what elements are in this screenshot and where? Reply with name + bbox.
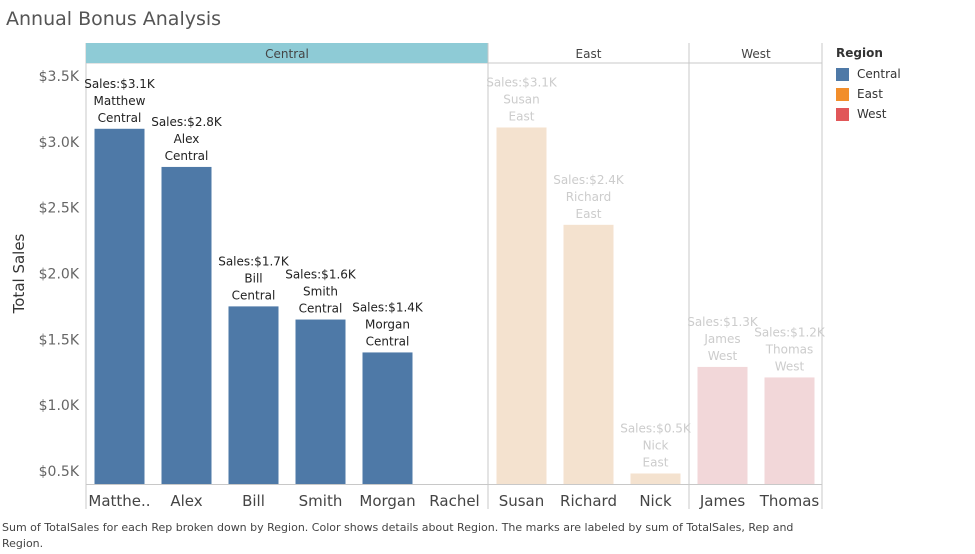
y-tick-label: $2.5K (39, 201, 80, 217)
bar-nick (630, 473, 681, 484)
legend-item-central[interactable]: Central (836, 64, 901, 84)
legend-item-east[interactable]: East (836, 84, 901, 104)
x-tick-label: Alex (170, 492, 202, 510)
bar-james (697, 366, 748, 484)
bar-thomas (764, 377, 815, 484)
panel-header-label-east: East (576, 47, 602, 61)
x-tick-label: Rachel (429, 492, 479, 510)
panel-header-central (86, 43, 488, 63)
x-tick-label: Morgan (359, 492, 415, 510)
data-label-rep: Richard (566, 190, 612, 204)
bar-chart: $0.5K $1.0K $1.5K $2.0K $2.5K $3.0K $3.5K Total… (10, 43, 826, 510)
bar-smith (295, 319, 346, 484)
data-label-rep: Bill (244, 271, 262, 285)
data-label-rep: Susan (503, 92, 539, 106)
legend-label-central: Central (857, 67, 901, 81)
bar-bill (228, 306, 279, 484)
bar-matthew (94, 128, 145, 484)
data-label-sales: Sales:$3.1K (84, 77, 156, 91)
data-label-rep: Smith (303, 285, 338, 299)
legend-item-west[interactable]: West (836, 104, 901, 124)
y-tick-label: $3.5K (39, 69, 80, 85)
data-label-region: Central (366, 334, 410, 348)
data-label-region: West (775, 359, 805, 373)
x-tick-label: James (699, 492, 745, 510)
legend-label-east: East (857, 87, 883, 101)
bar-alex (161, 166, 212, 484)
x-tick-label: Nick (639, 492, 672, 510)
data-label-sales: Sales:$1.4K (352, 300, 424, 314)
data-label-sales: Sales:$1.3K (687, 315, 759, 329)
x-tick-label: Matthe.. (88, 492, 150, 510)
data-label-sales: Sales:$2.4K (553, 173, 625, 187)
x-tick-label: Richard (560, 492, 617, 510)
data-label-region: Central (98, 111, 142, 125)
y-tick-label: $1.0K (39, 398, 80, 414)
panel-header-label-central: Central (265, 47, 309, 61)
data-label-region: East (576, 207, 602, 221)
bar-morgan (362, 352, 413, 484)
data-label-region: Central (299, 302, 343, 316)
y-tick-label: $3.0K (39, 135, 80, 151)
data-label-region: Central (165, 149, 209, 163)
bar-susan (496, 127, 547, 484)
data-label-sales: Sales:$2.8K (151, 115, 223, 129)
legend-swatch-east (836, 87, 849, 101)
legend-swatch-west (836, 107, 849, 121)
data-label-sales: Sales:$1.2K (754, 325, 826, 339)
y-tick-label: $2.0K (39, 267, 80, 283)
y-tick-label: $0.5K (39, 464, 80, 480)
legend-title: Region (836, 46, 883, 60)
data-label-rep: Morgan (365, 317, 410, 331)
data-label-sales: Sales:$1.7K (218, 254, 290, 268)
data-label-rep: Matthew (94, 94, 146, 108)
x-tick-label: Bill (242, 492, 265, 510)
data-label-region: West (708, 349, 738, 363)
data-label-sales: Sales:$1.6K (285, 268, 357, 282)
data-label-region: Central (232, 288, 276, 302)
data-label-region: East (509, 109, 535, 123)
legend: Region Central East West (836, 46, 901, 124)
y-tick-label: $1.5K (39, 332, 80, 348)
data-label-rep: Alex (174, 132, 200, 146)
data-label-region: East (643, 455, 669, 469)
x-tick-label: Susan (499, 492, 545, 510)
legend-label-west: West (857, 107, 887, 121)
panel-header-label-west: West (741, 47, 771, 61)
data-label-sales: Sales:$0.5K (620, 421, 692, 435)
x-tick-label: Smith (299, 492, 343, 510)
chart-caption: Sum of TotalSales for each Rep broken do… (2, 521, 794, 550)
x-tick-label: Thomas (759, 492, 820, 510)
y-axis-title: Total Sales (10, 233, 28, 314)
data-label-rep: James (703, 332, 740, 346)
data-label-sales: Sales:$3.1K (486, 75, 558, 89)
bar-richard (563, 224, 614, 484)
data-label-rep: Thomas (765, 342, 814, 356)
chart-title: Annual Bonus Analysis (6, 8, 222, 30)
data-label-rep: Nick (643, 438, 669, 452)
legend-swatch-central (836, 67, 849, 81)
